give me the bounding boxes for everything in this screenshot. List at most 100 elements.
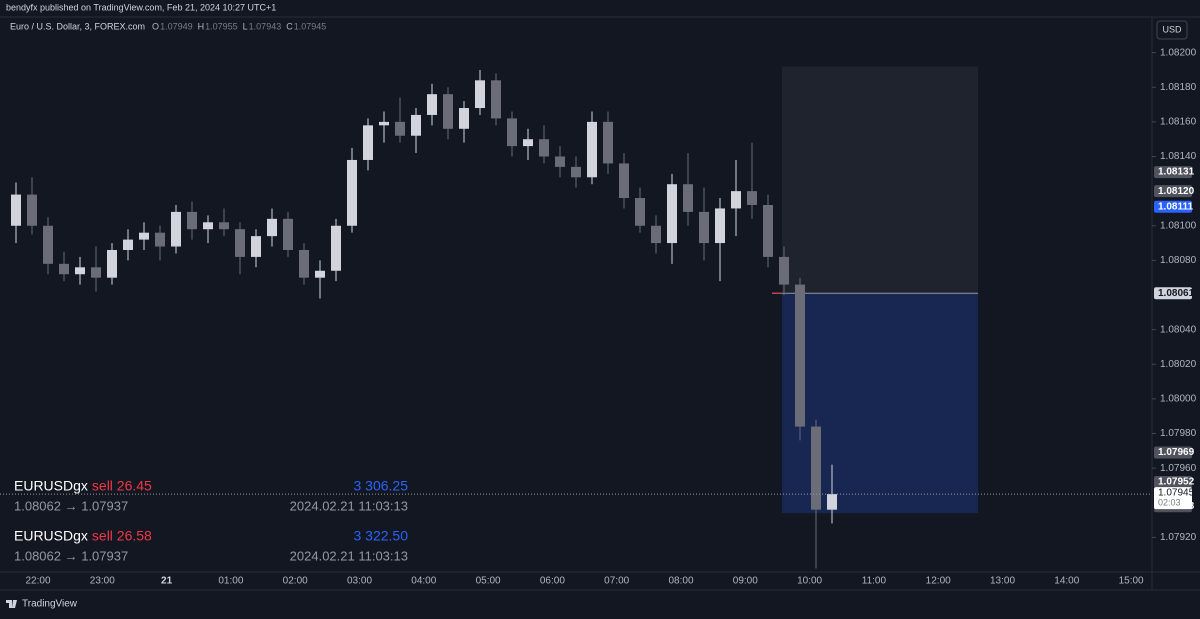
candle-body (91, 267, 101, 278)
y-tick-label: 1.08160 (1160, 117, 1197, 128)
candle-body (763, 204, 773, 257)
currency-box (1156, 20, 1188, 40)
candle-body (523, 139, 533, 147)
trade-symbol: EURUSDgx (14, 528, 88, 544)
x-tick-label: 08:00 (668, 576, 693, 587)
x-tick-label: 05:00 (476, 576, 501, 587)
stop-zone (782, 66, 978, 294)
candle-body (395, 121, 405, 136)
y-tick-label: 1.07960 (1160, 463, 1197, 474)
legend-text: Euro / U.S. Dollar, 3, FOREX.com (10, 21, 145, 31)
candle-body (667, 184, 677, 244)
y-tick-label: 1.07980 (1160, 428, 1197, 439)
logo (6, 600, 17, 608)
x-tick-label: 11:00 (862, 576, 887, 587)
x-tick-label: 04:00 (411, 576, 436, 587)
candle-body (331, 225, 341, 271)
legend-text: C (286, 21, 293, 31)
candle-body (731, 191, 741, 209)
candle-body (11, 194, 21, 226)
x-tick-label: 06:00 (540, 576, 565, 587)
legend-text: L (243, 21, 248, 31)
x-tick-label: 02:00 (283, 576, 308, 587)
price-label-bg (1154, 446, 1192, 459)
candle-body (27, 194, 37, 226)
x-tick-label: 03:00 (347, 576, 372, 587)
candle-body (75, 267, 85, 275)
countdown: 02:03 (1158, 497, 1181, 507)
legend-text: O (152, 21, 159, 31)
trade-side: sell 26.45 (92, 478, 152, 494)
y-tick-label: 1.08020 (1160, 359, 1197, 370)
y-tick-label: 1.08180 (1160, 82, 1197, 93)
y-tick-label: 1.08000 (1160, 394, 1197, 405)
candle-body (619, 163, 629, 199)
candle-body (299, 249, 309, 278)
y-tick-label: 1.08100 (1160, 220, 1197, 231)
candle-body (347, 159, 357, 226)
legend-text: H (198, 21, 205, 31)
x-tick-label: 01:00 (218, 576, 243, 587)
candle-body (827, 494, 837, 510)
candle-body (155, 232, 165, 247)
trade-amount: 3 322.50 (354, 528, 409, 544)
candle-body (267, 218, 277, 237)
publisher: bendyfx published on TradingView.com, Fe… (6, 2, 276, 12)
candle-body (683, 184, 693, 212)
y-tick-label: 1.08140 (1160, 151, 1197, 162)
x-tick-label: 23:00 (90, 576, 115, 587)
y-tick-label: 1.08040 (1160, 324, 1197, 335)
trade-amount: 3 306.25 (354, 478, 409, 494)
candle-body (427, 94, 437, 115)
brand: TradingView (22, 599, 78, 610)
candle-body (171, 211, 181, 247)
candle-body (715, 208, 725, 244)
candle-body (587, 121, 597, 178)
price-label-bg (1154, 185, 1192, 198)
x-tick-label: 07:00 (604, 576, 629, 587)
trade-route: 1.08062 → 1.07937 (14, 498, 128, 513)
candle-body (811, 426, 821, 510)
price-label-bg (1154, 200, 1192, 213)
candle-body (59, 263, 69, 275)
candle-body (443, 94, 453, 129)
legend-text: 1.07943 (249, 21, 282, 31)
price-label: 1.08061 (1158, 288, 1195, 299)
x-tick-label: 13:00 (990, 576, 1015, 587)
candle-body (555, 156, 565, 167)
y-tick-label: 1.08080 (1160, 255, 1197, 266)
candle-body (139, 232, 149, 240)
candle-body (43, 225, 53, 264)
x-tick-label: 09:00 (733, 576, 758, 587)
price-label-bg (1154, 475, 1192, 488)
price-label: 1.07969 (1158, 447, 1195, 458)
candle-body (379, 121, 389, 126)
y-tick-label: 1.08200 (1160, 47, 1197, 58)
candle-body (123, 239, 133, 250)
y-tick-label: 1.07920 (1160, 532, 1197, 543)
candle-body (539, 139, 549, 157)
candle-body (571, 166, 581, 178)
candle-body (315, 270, 325, 278)
price-label-bg (1154, 287, 1192, 300)
legend-text: 1.07949 (160, 21, 193, 31)
trade-time: 2024.02.21 11:03:13 (290, 498, 408, 513)
candle-body (779, 256, 789, 285)
candle-body (203, 222, 213, 230)
x-tick-label: 12:00 (926, 576, 951, 587)
candle-body (251, 236, 261, 257)
price-label: 1.08131 (1158, 167, 1195, 178)
candle-body (283, 218, 293, 250)
candle-body (651, 225, 661, 244)
currency: USD (1162, 24, 1182, 34)
candle-body (459, 108, 469, 129)
price-label: 1.08120 (1158, 186, 1195, 197)
x-tick-label: 15:00 (1119, 576, 1144, 587)
candle-body (187, 211, 197, 230)
candle-body (603, 121, 613, 164)
candle-body (411, 114, 421, 136)
candle-body (699, 211, 709, 244)
